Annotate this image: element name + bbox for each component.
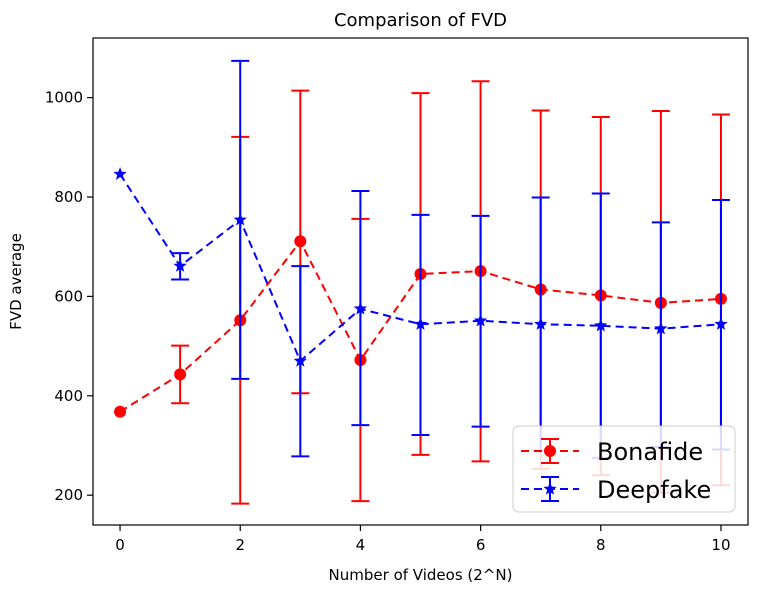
data-point [654, 321, 668, 335]
legend-entry-bonafide: Bonafide [521, 438, 703, 466]
data-point [293, 354, 307, 367]
x-tick-label: 0 [115, 536, 125, 554]
chart-legend: Bonafide Deepfake [512, 425, 736, 513]
data-point [174, 368, 187, 381]
legend-marker-star [543, 482, 557, 495]
x-axis-label: Number of Videos (2^N) [329, 566, 513, 584]
legend-entry-deepfake: Deepfake [521, 476, 711, 504]
data-point [594, 318, 608, 332]
plot-frame [92, 37, 749, 526]
data-point [413, 317, 428, 330]
legend-label: Bonafide [597, 438, 703, 466]
x-tick-label: 4 [356, 536, 366, 554]
plot-area [92, 37, 749, 526]
x-tick-label: 8 [596, 536, 606, 554]
y-tick-label: 600 [54, 287, 83, 305]
y-tick-label: 200 [54, 486, 83, 504]
axis-ticks: 0 2 4 6 8 10 200 400 600 800 1000 [45, 89, 731, 554]
x-tick-label: 2 [235, 536, 245, 554]
series-deepfake [113, 59, 730, 459]
data-point [173, 259, 187, 272]
data-point [353, 301, 368, 315]
data-point [294, 235, 307, 248]
series-line [119, 173, 722, 363]
legend-box [512, 425, 736, 513]
x-tick-label: 6 [476, 536, 486, 554]
y-tick-label: 800 [54, 188, 83, 206]
legend-label: Deepfake [597, 476, 711, 504]
data-point [113, 167, 127, 180]
y-axis-label: FVD average [7, 233, 25, 330]
data-point [534, 317, 548, 330]
data-point [114, 405, 127, 418]
y-tick-label: 1000 [45, 89, 83, 107]
chart-title: Comparison of FVD [334, 10, 507, 31]
legend-marker-circle [544, 445, 556, 457]
x-tick-label: 10 [711, 536, 730, 554]
data-point [233, 212, 247, 226]
y-tick-label: 400 [54, 387, 83, 405]
data-point [714, 317, 728, 330]
data-point [473, 313, 488, 327]
